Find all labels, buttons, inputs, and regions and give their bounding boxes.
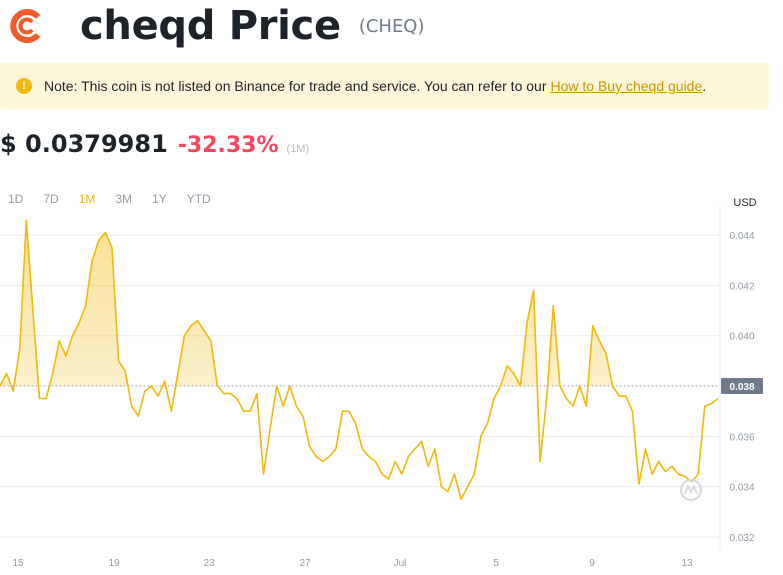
range-tab-1y[interactable]: 1Y <box>152 192 167 206</box>
price-chart[interactable]: USD0.0440.0420.0400.0380.0360.0340.0320.… <box>0 190 783 575</box>
y-tick-label: 0.036 <box>729 432 754 443</box>
notice-suffix: . <box>702 78 707 94</box>
y-tick-label: 0.042 <box>729 281 754 292</box>
range-tab-7d[interactable]: 7D <box>43 192 59 206</box>
range-tab-ytd[interactable]: YTD <box>186 192 211 206</box>
x-tick-label: 23 <box>203 558 215 569</box>
y-tick-label: 0.040 <box>729 332 754 343</box>
x-tick-label: 9 <box>589 558 595 569</box>
y-tick-label: 0.044 <box>729 231 754 242</box>
coin-symbol: (CHEQ) <box>358 15 425 37</box>
current-price-tag <box>721 378 763 395</box>
page-title: cheqd Price <box>80 3 341 49</box>
y-tick-label: 0.034 <box>729 483 754 494</box>
y-tick-label: 0.032 <box>729 533 754 544</box>
listing-notice: ! Note: This coin is not listed on Binan… <box>0 63 769 109</box>
time-range-tabs: 1D 7D 1M 3M 1Y YTD <box>8 192 231 206</box>
how-to-buy-link[interactable]: How to Buy cheqd guide <box>550 78 703 94</box>
x-tick-label: 5 <box>493 558 499 569</box>
range-tab-1d[interactable]: 1D <box>8 192 24 206</box>
x-tick-label: Jul <box>394 558 407 569</box>
x-tick-label: 19 <box>108 558 120 569</box>
page-header: cheqd Price (CHEQ) <box>8 3 425 49</box>
warning-icon: ! <box>16 78 32 94</box>
price-chart-svg[interactable]: USD0.0440.0420.0400.0380.0360.0340.0320.… <box>0 190 783 575</box>
range-tab-1m[interactable]: 1M <box>78 192 96 206</box>
price-line <box>0 219 719 500</box>
x-tick-label: 13 <box>681 558 693 569</box>
currency-label: USD <box>733 197 756 209</box>
x-tick-label: 27 <box>299 558 311 569</box>
watermark-icon <box>680 479 702 501</box>
x-tick-label: 15 <box>12 558 24 569</box>
range-tab-3m[interactable]: 3M <box>115 192 133 206</box>
price-area-fill <box>0 220 613 387</box>
current-price: $ 0.0379981 <box>0 130 168 158</box>
notice-text: Note: This coin is not listed on Binance… <box>44 78 547 94</box>
cheqd-logo-icon <box>10 9 41 43</box>
watermark-mark <box>684 483 698 495</box>
change-period: (1M) <box>286 143 310 155</box>
price-change: -32.33% <box>177 133 279 158</box>
price-summary: $ 0.0379981 -32.33% (1M) <box>0 130 309 158</box>
current-price-tag-label: 0.038 <box>729 382 754 393</box>
